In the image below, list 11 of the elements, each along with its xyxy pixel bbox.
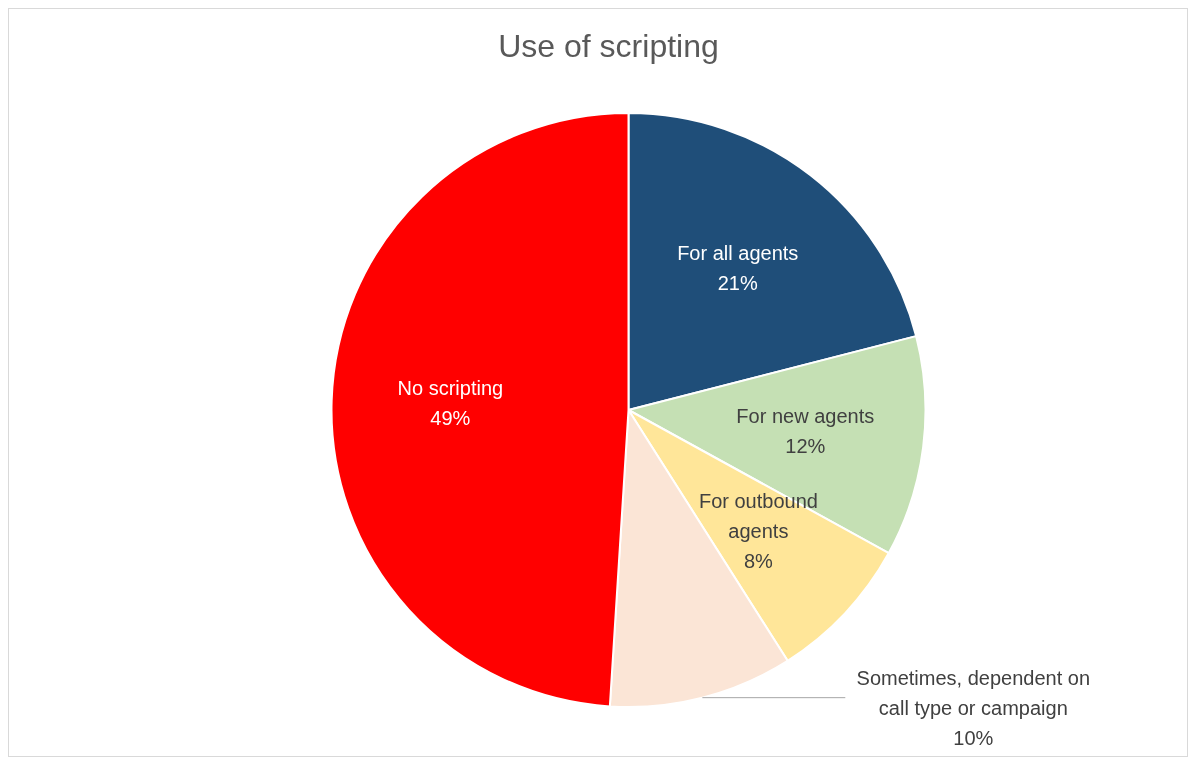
data-label: 21% [717,271,758,294]
slice-label: For new agents [736,404,875,427]
slice-label: No scripting [397,376,504,399]
slice-label: For all agents [677,241,799,264]
slice-label: For outbound agents [698,489,818,542]
chart-title: Use of scripting [497,28,720,65]
slice-label: Sometimes, dependent on call type or campaign [856,667,1091,720]
data-label: 8% [743,549,774,572]
data-label: 10% [953,727,994,750]
data-label: 12% [785,434,826,457]
data-label: 49% [430,406,471,429]
